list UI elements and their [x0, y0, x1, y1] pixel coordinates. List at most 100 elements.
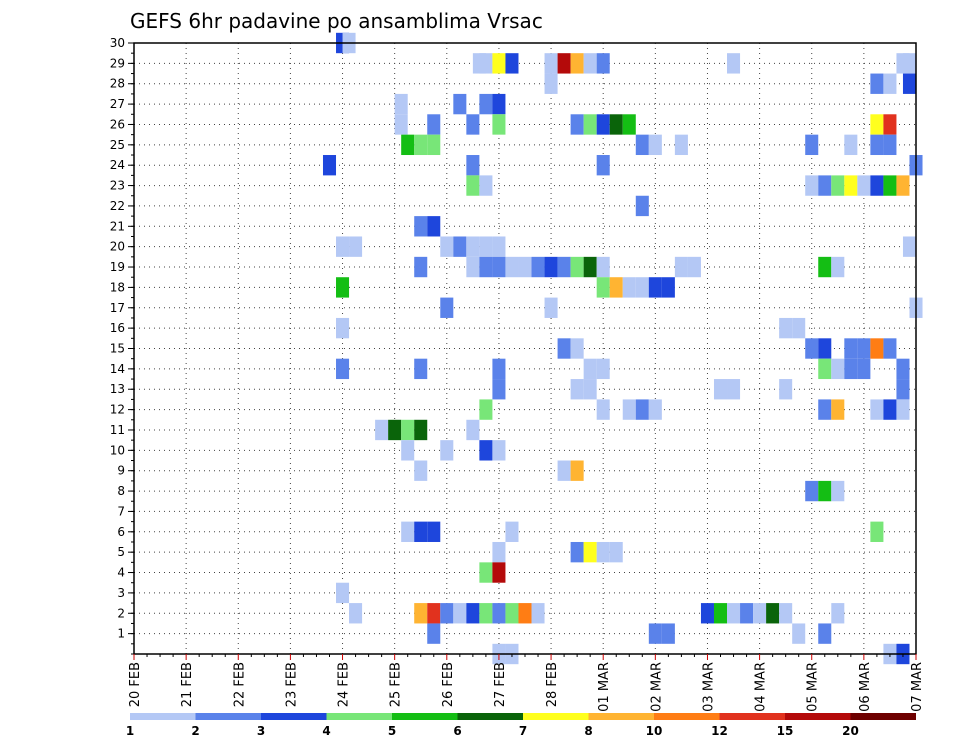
heatmap-cell — [414, 603, 428, 624]
heatmap-cell — [713, 379, 728, 400]
legend-label: 15 — [777, 724, 794, 738]
heatmap-cells — [322, 32, 923, 665]
heatmap-cell — [870, 399, 884, 420]
heatmap-cell — [492, 256, 506, 278]
y-tick-label: 24 — [110, 158, 125, 172]
heatmap-cell — [336, 277, 350, 298]
heatmap-cell — [635, 134, 649, 156]
heatmap-cell — [674, 256, 688, 278]
x-tick-label: 06 MAR — [858, 662, 873, 712]
legend-swatch — [654, 713, 720, 720]
x-tick-label: 26 FEB — [441, 662, 456, 707]
heatmap-cell — [492, 236, 506, 257]
heatmap-cell — [544, 73, 558, 94]
heatmap-cell — [531, 256, 545, 278]
heatmap-cell — [870, 73, 884, 94]
heatmap-cell — [818, 256, 832, 278]
heatmap-cell — [427, 603, 441, 624]
heatmap-cell — [440, 440, 454, 461]
heatmap-cell — [427, 216, 441, 237]
heatmap-cell — [570, 256, 584, 278]
heatmap-cell — [479, 256, 493, 278]
heatmap-cell — [544, 256, 558, 278]
heatmap-cell — [570, 53, 584, 74]
y-tick-label: 16 — [110, 321, 125, 335]
legend-label: 2 — [191, 724, 199, 738]
legend-swatch — [523, 713, 589, 720]
heatmap-cell — [831, 256, 845, 278]
x-tick-label: 20 FEB — [128, 662, 143, 707]
heatmap-cell — [831, 399, 845, 420]
heatmap-cell — [583, 114, 597, 135]
heatmap-cell — [414, 419, 428, 441]
heatmap-cell — [727, 53, 741, 74]
x-tick-label: 23 FEB — [284, 662, 299, 707]
heatmap-cell — [570, 541, 584, 563]
heatmap-cell — [648, 134, 662, 156]
y-tick-label: 9 — [117, 464, 125, 478]
heatmap-cell — [505, 53, 519, 74]
heatmap-cell — [544, 297, 558, 318]
heatmap-cell — [596, 541, 610, 563]
heatmap-cell — [479, 562, 493, 583]
y-tick-label: 13 — [110, 382, 125, 396]
heatmap-cell — [492, 603, 506, 624]
heatmap-cell — [857, 338, 871, 359]
heatmap-cell — [674, 134, 688, 156]
heatmap-cell — [322, 155, 337, 176]
heatmap-cell — [609, 541, 623, 563]
heatmap-cell — [466, 256, 480, 278]
heatmap-cell — [570, 379, 584, 400]
x-tick-label: 28 FEB — [545, 662, 560, 707]
legend-swatch — [588, 713, 654, 720]
heatmap-cell — [805, 480, 819, 502]
heatmap-cell — [505, 603, 519, 624]
legend-label: 10 — [646, 724, 663, 738]
heatmap-cell — [336, 236, 350, 257]
x-tick-label: 05 MAR — [806, 662, 821, 712]
heatmap-cell — [492, 114, 506, 135]
y-tick-label: 22 — [110, 199, 125, 213]
heatmap-cell — [831, 358, 845, 380]
heatmap-cell — [870, 134, 884, 156]
heatmap-cell — [440, 297, 454, 318]
heatmap-cell — [570, 338, 584, 359]
heatmap-cell — [466, 419, 480, 441]
heatmap-cell — [414, 134, 428, 156]
heatmap-cell — [492, 53, 506, 74]
heatmap-cell — [401, 521, 415, 542]
grid-lines — [133, 42, 917, 654]
heatmap-cell — [831, 603, 845, 624]
legend-swatch — [130, 713, 196, 720]
x-tick-label: 03 MAR — [701, 662, 716, 712]
heatmap-cell — [401, 134, 415, 156]
heatmap-cell — [596, 277, 610, 298]
heatmap-cell — [805, 175, 819, 196]
color-legend: 1 2 3 4 5 6 7 8 10 12 15 20 — [126, 713, 916, 738]
heatmap-cell — [492, 440, 506, 461]
heatmap-cell — [596, 399, 610, 420]
heatmap-cell — [414, 216, 428, 237]
x-axis: 20 FEB 21 FEB 22 FEB 23 FEB 24 FEB 25 FEB 26 F… — [128, 654, 925, 712]
legend-label: 8 — [584, 724, 592, 738]
heatmap-cell — [583, 256, 597, 278]
heatmap-cell — [492, 93, 506, 115]
heatmap-cell — [883, 134, 897, 156]
heatmap-cell — [844, 358, 858, 380]
heatmap-cell — [635, 277, 649, 298]
heatmap-cell — [570, 114, 584, 135]
x-tick-label: 27 FEB — [493, 662, 508, 707]
heatmap-cell — [844, 338, 858, 359]
heatmap-cell — [818, 175, 832, 196]
heatmap-cell — [479, 93, 493, 115]
legend-label: 7 — [519, 724, 527, 738]
heatmap-cell — [349, 236, 363, 257]
heatmap-cell — [883, 114, 897, 135]
heatmap-cell — [713, 603, 728, 624]
heatmap-cell — [544, 53, 558, 74]
legend-label: 5 — [388, 724, 396, 738]
heatmap-cell — [818, 399, 832, 420]
heatmap-cell — [857, 358, 871, 380]
legend-label: 20 — [842, 724, 859, 738]
